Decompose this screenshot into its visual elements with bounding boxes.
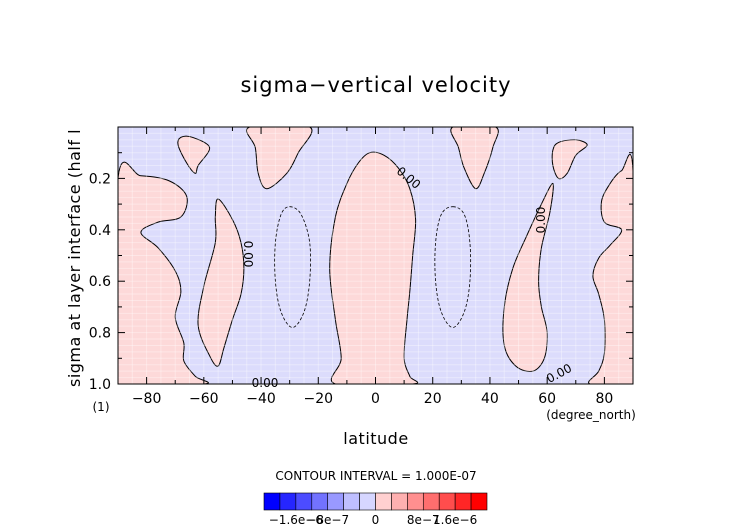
colorbar-swatch (391, 493, 407, 510)
colorbar-swatch (312, 493, 328, 510)
x-tick-label: −80 (132, 391, 162, 407)
plot-area (111, 124, 637, 400)
contour-label: 0.00 (534, 207, 548, 234)
y-tick-label: 0.8 (89, 326, 111, 342)
chart-title: sigma−vertical velocity (240, 73, 511, 97)
y-tick-label: 1.0 (89, 377, 111, 393)
colorbar-swatch (296, 493, 312, 510)
y-tick-label: 0.2 (89, 171, 111, 187)
colorbar-swatch (423, 493, 439, 510)
x-axis-unit: (degree_north) (546, 408, 636, 422)
colorbar-label: 1.6e−6 (433, 513, 477, 527)
colorbar-swatch (471, 493, 487, 510)
x-tick-label: 0 (371, 391, 380, 407)
x-tick-label: −20 (304, 391, 334, 407)
colorbar-swatch (328, 493, 344, 510)
y-axis-label: sigma at layer interface (half l (65, 129, 84, 387)
x-tick-label: 80 (595, 391, 613, 407)
colorbar-label: 0 (372, 513, 380, 527)
y-tick-label: 0.4 (89, 223, 111, 239)
contour-interval-text: CONTOUR INTERVAL = 1.000E-07 (275, 469, 476, 483)
colorbar-swatch (455, 493, 471, 510)
x-tick-label: 20 (424, 391, 442, 407)
x-tick-label: −40 (246, 391, 276, 407)
x-tick-label: −60 (189, 391, 219, 407)
contour-label: 0.00 (241, 241, 255, 268)
y-axis-unit: (1) (93, 400, 110, 414)
colorbar-swatch (280, 493, 296, 510)
x-tick-label: 60 (538, 391, 556, 407)
colorbar-swatch (376, 493, 392, 510)
x-tick-label: 40 (481, 391, 499, 407)
colorbar-swatch (360, 493, 376, 510)
colorbar-label: −8e−7 (306, 513, 349, 527)
colorbar: −1.6e−6−8e−7 0 8e−71.6e−6 (264, 493, 487, 527)
colorbar-swatch (439, 493, 455, 510)
x-axis-label: latitude (343, 429, 408, 448)
y-tick-label: 0.6 (89, 274, 111, 290)
colorbar-swatch (407, 493, 423, 510)
colorbar-swatch (344, 493, 360, 510)
colorbar-swatch (264, 493, 280, 510)
contour-label: 0.00 (252, 376, 279, 390)
